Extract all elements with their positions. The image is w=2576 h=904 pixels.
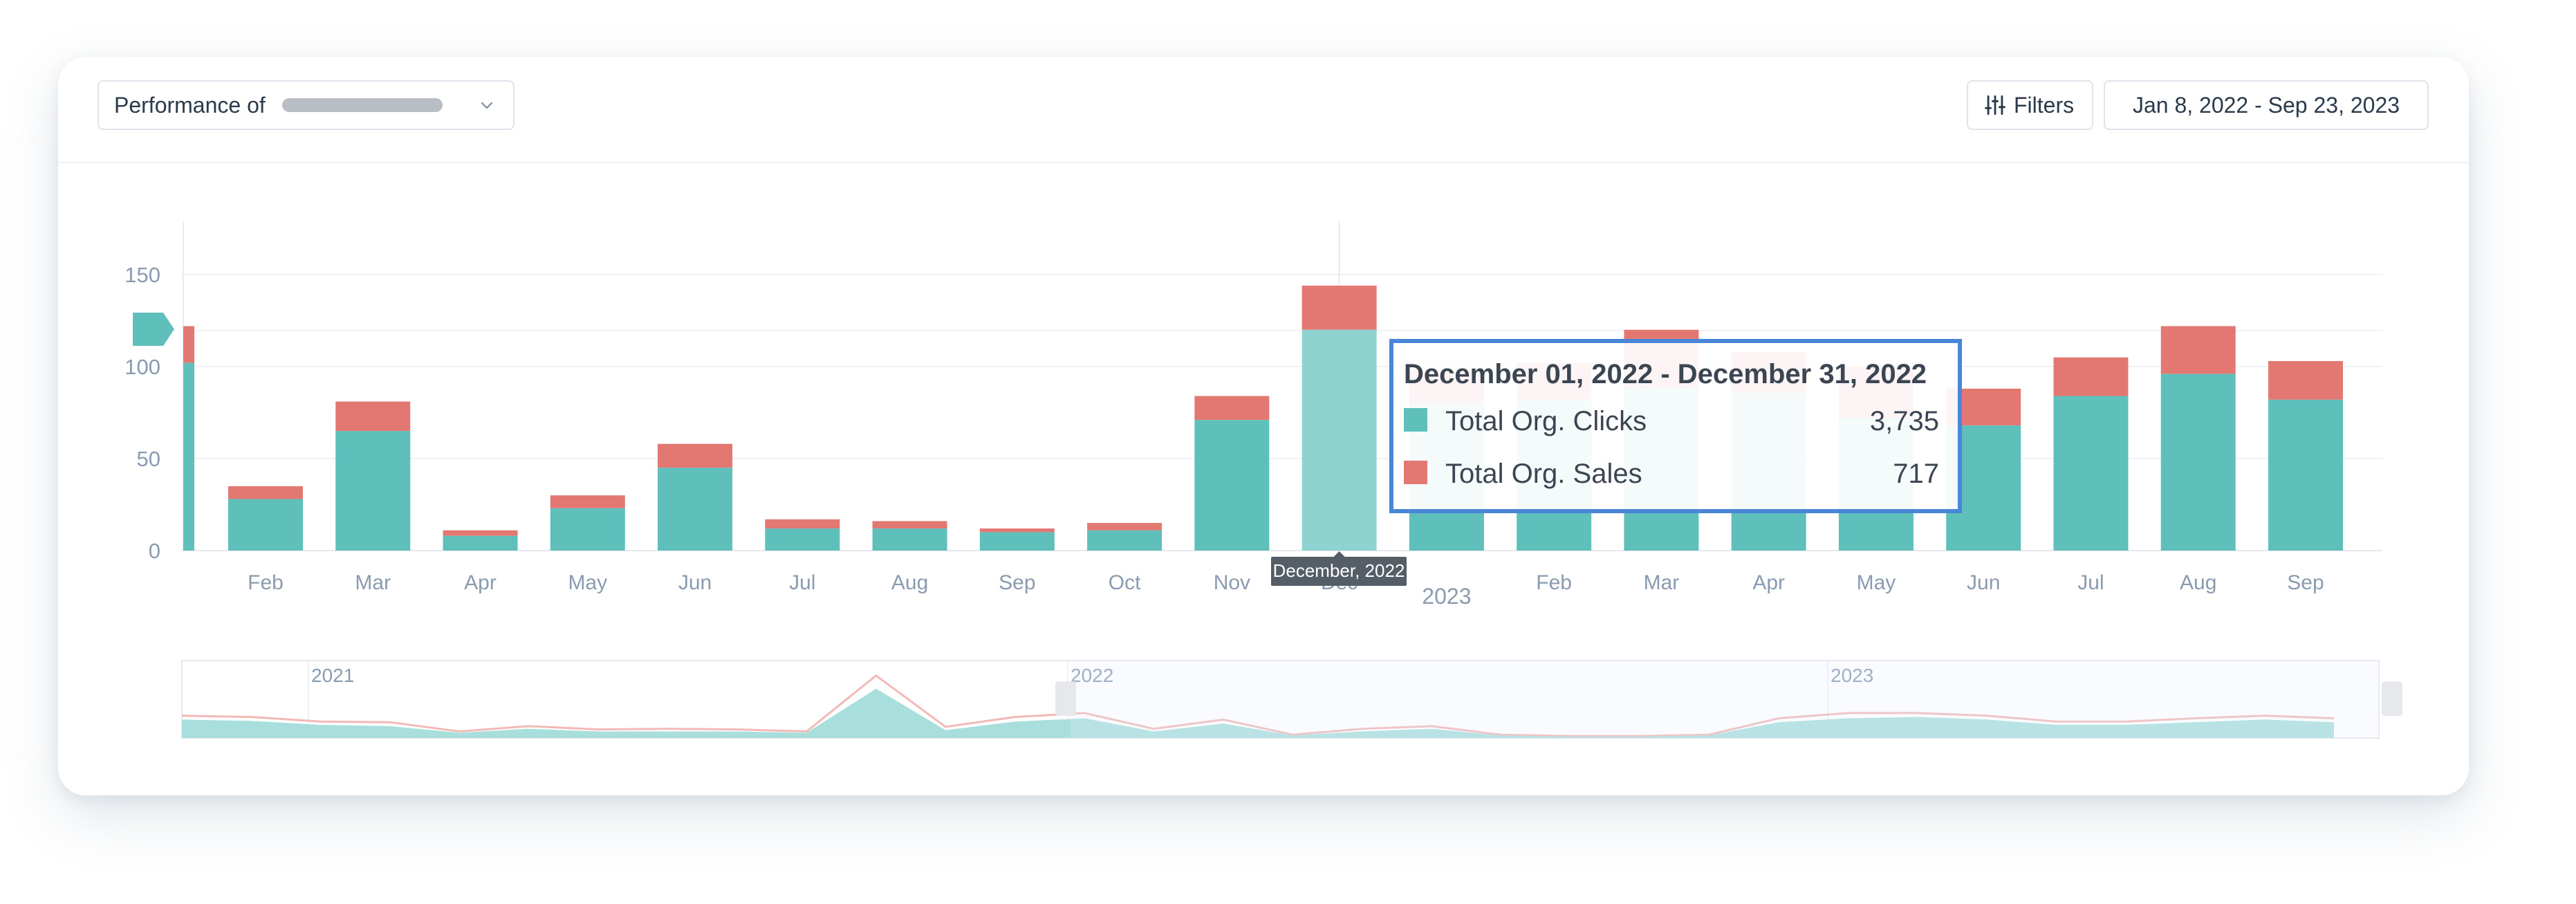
bar-clicks-sep: [2268, 399, 2343, 551]
bar-clicks-jul: [765, 528, 840, 551]
date-range-label: Jan 8, 2022 - Sep 23, 2023: [2132, 92, 2400, 118]
x-tick-label: Apr: [1752, 571, 1785, 594]
x-tick-label: Oct: [1109, 571, 1141, 594]
bar-sales-jun: [658, 443, 733, 468]
x-tick-label: May: [1857, 571, 1896, 594]
x-tick-label: Sep: [2287, 571, 2324, 594]
chevron-down-icon: [481, 102, 493, 109]
tooltip-swatch: [1404, 461, 1427, 484]
x-axis-ticks: FebMarAprMayJunJulAugSepOctNovDec2023Feb…: [248, 571, 2324, 609]
tooltip-title: December 01, 2022 - December 31, 2022: [1404, 359, 1927, 389]
card-header: Performance of Filters Jan 8, 2022 - Sep…: [58, 57, 2469, 163]
x-tick-label: Jun: [1967, 571, 2000, 594]
y-axis-ticks: 0 50 100 150: [124, 263, 160, 563]
bar-sales-feb: [228, 486, 303, 499]
bar-sales-nov: [1194, 396, 1270, 421]
filters-label: Filters: [2014, 92, 2075, 118]
grid-lines: [182, 221, 2382, 551]
bar-sales-aug: [2160, 326, 2236, 374]
hover-label-arrow: [1333, 551, 1345, 557]
bar-clicks-jul: [2053, 396, 2129, 551]
y-tick-label: 150: [124, 263, 160, 287]
hover-label-bg: [1271, 557, 1407, 586]
x-tick-label: Aug: [891, 571, 928, 594]
bar-clicks-feb: [228, 499, 303, 551]
tooltip-row-label: Total Org. Clicks: [1445, 406, 1647, 436]
filters-button[interactable]: Filters: [1967, 80, 2093, 130]
series-handle[interactable]: [133, 313, 174, 346]
y-tick-label: 0: [149, 539, 160, 563]
bar-clicks-apr: [443, 535, 518, 551]
x-tick-label: Aug: [2180, 571, 2216, 594]
bar-clicks-may: [550, 508, 625, 551]
performance-label: Performance of: [114, 92, 266, 118]
bar-clicks-dec: [1301, 329, 1377, 551]
bar-sales-dec: [1301, 285, 1377, 330]
y-tick-label: 50: [137, 447, 160, 471]
tooltip-swatch: [1404, 408, 1427, 432]
performance-select[interactable]: Performance of: [98, 80, 515, 130]
range-navigator[interactable]: 2021 2022 2023: [181, 660, 2402, 739]
navigator-clicks-area: [182, 688, 2334, 738]
tooltip-box: [1389, 339, 1962, 513]
x-tick-label: Feb: [248, 571, 284, 594]
bar-sales-oct: [1087, 523, 1162, 531]
x-tick-label: Jul: [2077, 571, 2104, 594]
tooltip-row-value: 3,735: [1870, 406, 1939, 436]
bar-sales-may: [550, 495, 625, 508]
bar-sales-jul: [765, 519, 840, 529]
bars-layer: [228, 285, 2343, 551]
navigator-selection: [1071, 661, 2379, 738]
y-tick-label: 100: [124, 355, 160, 379]
navigator-year-label: 2023: [1831, 665, 1873, 686]
bar-clicks-mar: [335, 431, 411, 551]
x-tick-label: 2023: [1422, 584, 1471, 609]
sliders-icon: [1985, 95, 2005, 116]
x-tick-label: Mar: [355, 571, 391, 594]
hover-date-label: December, 2022: [1271, 551, 1407, 586]
bar-sales-jul: [2053, 357, 2129, 396]
navigator-frame: [181, 660, 2380, 739]
navigator-sales-line: [181, 674, 2335, 737]
bar-clicks-jun: [658, 468, 733, 551]
redacted-selection: [281, 98, 443, 112]
navigator-year-label: 2022: [1071, 665, 1113, 686]
bar-sales-sep: [2268, 361, 2343, 400]
partial-clicks: [183, 362, 194, 551]
tooltip-row-label: Total Org. Sales: [1445, 459, 1642, 489]
x-tick-label: Nov: [1214, 571, 1250, 594]
navigator-right-handle: [2382, 681, 2402, 716]
bar-sales-aug: [872, 521, 947, 529]
date-range-button[interactable]: Jan 8, 2022 - Sep 23, 2023: [2104, 80, 2429, 130]
bar-sales-sep: [979, 528, 1055, 533]
navigator-year-label: 2021: [311, 665, 354, 686]
bar-clicks-oct: [1087, 530, 1162, 551]
x-tick-label: Feb: [1536, 571, 1572, 594]
x-tick-label: Mar: [1644, 571, 1680, 594]
bar-clicks-nov: [1194, 420, 1270, 551]
x-tick-label: Apr: [464, 571, 497, 594]
navigator-left-handle: [1055, 681, 1076, 716]
x-tick-label: Sep: [999, 571, 1035, 594]
partial-sales: [183, 326, 194, 363]
x-tick-label: Jul: [789, 571, 815, 594]
handle-tag: [133, 313, 174, 346]
tooltip-row-value: 717: [1893, 459, 1939, 489]
bar-clicks-sep: [979, 532, 1055, 551]
bar-clicks-aug: [872, 528, 947, 551]
hover-label-text: December, 2022: [1273, 560, 1405, 581]
bar-clicks-aug: [2160, 373, 2236, 551]
left-partial-bar: [183, 326, 194, 551]
x-tick-label: Jun: [678, 571, 712, 594]
bar-sales-apr: [443, 530, 518, 536]
tooltip: December 01, 2022 - December 31, 2022 Tot…: [1389, 339, 1962, 513]
bar-sales-mar: [335, 401, 411, 432]
x-tick-label: May: [568, 571, 607, 594]
